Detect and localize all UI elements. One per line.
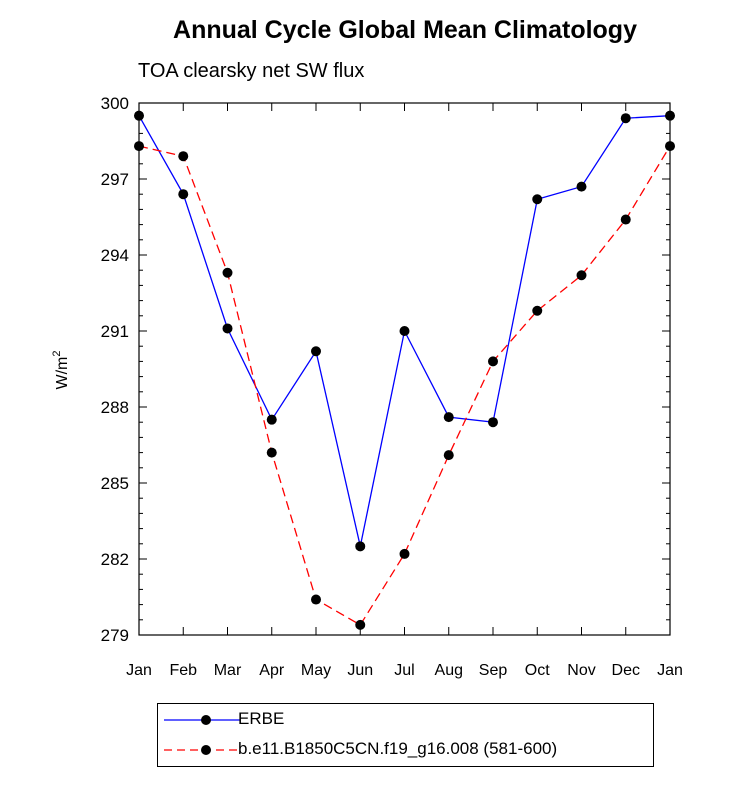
y-tick-label: 297 [101,170,129,189]
legend-item-erbe: ERBE [158,706,653,734]
data-point-series-0 [266,414,277,425]
data-point-series-1 [665,141,675,152]
y-tick-label: 288 [101,398,129,417]
x-tick-label: Jan [126,662,152,679]
data-point-series-1 [443,450,454,461]
y-tick-label: 291 [101,322,129,341]
data-point-series-1 [266,447,277,458]
data-point-series-0 [178,189,189,200]
data-point-series-1 [488,356,498,367]
legend: ERBE b.e11.B1850C5CN.f19_g16.008 (581-60… [157,703,654,767]
x-tick-label: May [301,662,331,679]
x-tick-label: Dec [612,662,640,679]
y-tick-label: 279 [101,626,129,645]
chart: 279 282 285 288 291 294 297 300 Jan Feb Mar Apr May J… [51,94,683,679]
data-point-series-0 [222,323,233,334]
x-tick-label: Sep [479,662,508,679]
x-tick-label: Feb [169,662,197,679]
data-point-series-0 [355,541,366,552]
data-point-series-1 [532,305,543,316]
y-axis-label-text: W/m [54,357,71,390]
x-tick-label: Jan [657,662,683,679]
data-point-series-0 [532,194,543,205]
y-axis-label-superscript: 2 [51,351,63,357]
x-tick-label: Aug [435,662,463,679]
data-point-series-1 [222,267,233,278]
axes: 279 282 285 288 291 294 297 300 Jan Feb Mar Apr May J… [101,94,683,679]
y-tick-label: 285 [101,474,129,493]
legend-item-model: b.e11.B1850C5CN.f19_g16.008 (581-600) [158,736,653,764]
legend-swatch-model [164,745,240,755]
chart-title: Annual Cycle Global Mean Climatology [173,16,637,44]
data-point-series-1 [399,548,410,559]
data-point-series-1 [178,151,189,162]
data-point-series-0 [399,326,410,336]
series-group [134,110,675,630]
data-point-series-1 [620,214,631,225]
y-tick-label: 300 [101,94,129,113]
data-point-series-0 [488,417,498,428]
data-point-series-0 [620,113,631,124]
x-tick-label: Apr [259,662,285,679]
data-point-series-0 [134,110,144,121]
legend-label-model: b.e11.B1850C5CN.f19_g16.008 (581-600) [238,739,558,758]
x-tick-label: Nov [567,662,595,679]
data-point-series-0 [311,346,321,357]
y-axis-label: W/m2 [51,351,71,390]
data-point-series-0 [576,181,587,192]
y-tick-label: 294 [101,246,129,265]
x-tick-label: Oct [525,662,550,679]
legend-swatch-erbe [164,715,240,725]
x-tick-label: Mar [214,662,242,679]
x-tick-label: Jun [347,662,373,679]
data-point-series-0 [443,412,454,423]
x-tick-label: Jul [394,662,414,679]
legend-label-erbe: ERBE [238,709,285,728]
data-point-series-1 [576,270,587,281]
data-point-series-1 [134,141,144,152]
y-tick-label: 282 [101,550,129,569]
data-point-series-1 [311,594,321,605]
data-point-series-1 [355,619,366,630]
chart-subtitle: TOA clearsky net SW flux [138,60,365,82]
data-point-series-0 [665,110,675,121]
